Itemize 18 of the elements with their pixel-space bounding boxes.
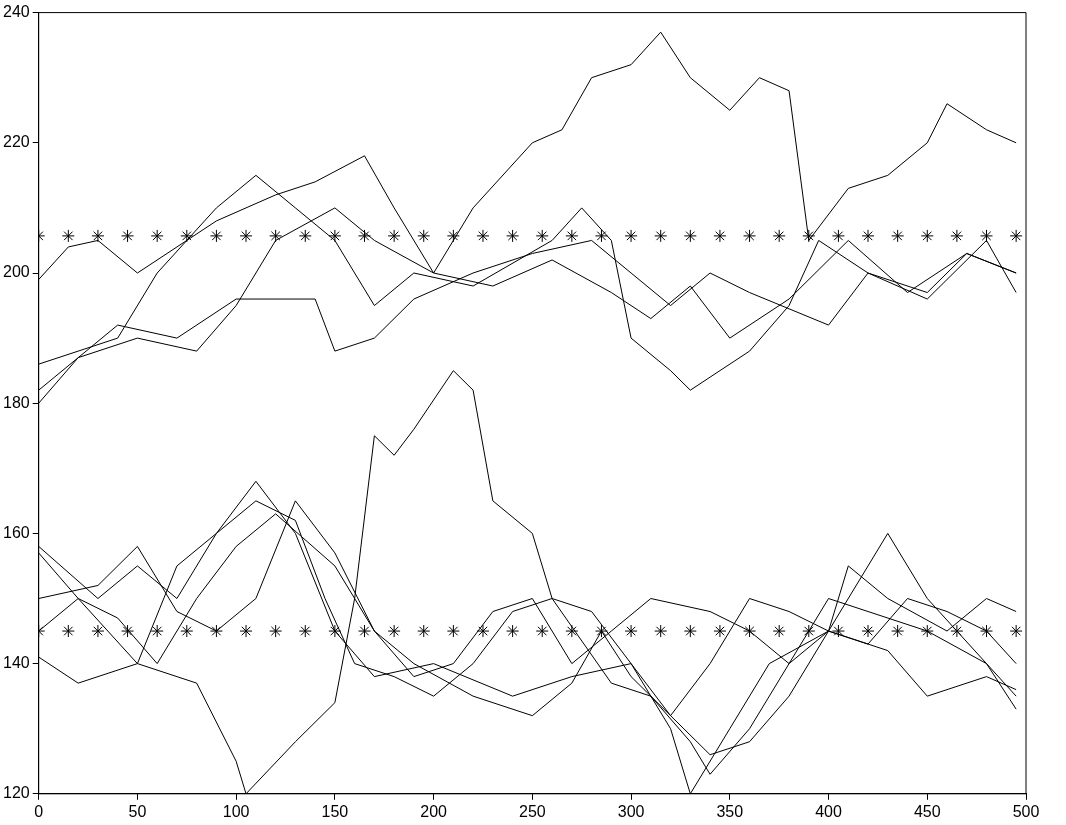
x-tick-label: 400 (815, 802, 842, 820)
y-tick-label: 220 (2, 133, 30, 151)
x-tick-label: 450 (913, 802, 941, 820)
x-tick-label: 150 (321, 802, 349, 820)
y-tick-label: 200 (2, 263, 30, 281)
x-tick-label: 350 (716, 802, 744, 820)
y-tick-label: 140 (2, 654, 30, 672)
x-tick-label: 0 (34, 802, 44, 820)
x-tick-label: 250 (519, 802, 546, 820)
x-tick-label: 500 (1012, 802, 1040, 820)
x-tick-label: 200 (420, 802, 448, 820)
x-tick-label: 50 (128, 802, 147, 820)
y-tick-label: 180 (2, 393, 30, 411)
y-tick-label: 120 (2, 784, 30, 802)
y-tick-label: 240 (2, 3, 30, 21)
y-tick-label: 160 (2, 523, 30, 541)
x-tick-label: 100 (222, 802, 250, 820)
x-tick-label: 300 (617, 802, 645, 820)
